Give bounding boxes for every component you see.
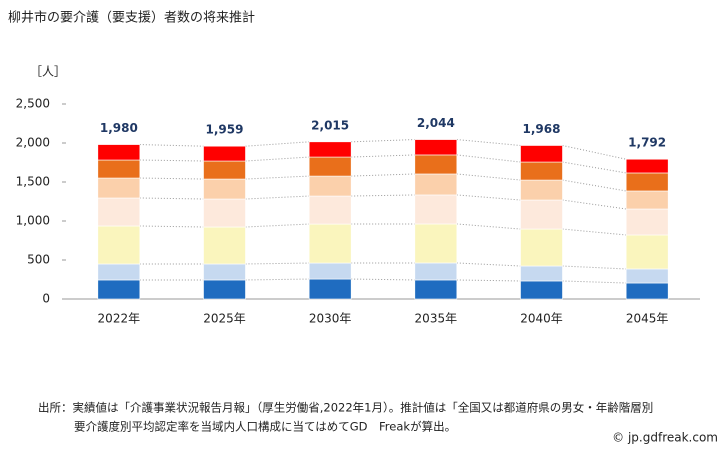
x-tick-label: 2045年: [626, 312, 669, 326]
x-tick-label: 2022年: [98, 312, 141, 326]
bar-segment: [308, 195, 352, 225]
y-tick-label: 0: [42, 292, 50, 306]
bar-segment: [308, 278, 352, 300]
total-label: 1,792: [628, 136, 666, 150]
connector: [456, 223, 521, 230]
connector: [245, 223, 310, 228]
bar-segment: [414, 194, 458, 225]
bar-segment: [308, 175, 352, 197]
bar-segment: [414, 154, 458, 175]
connector: [351, 173, 415, 177]
connector: [456, 154, 521, 163]
y-tick-label: 2,500: [16, 97, 50, 111]
connector: [351, 139, 415, 143]
x-tick-label: 2025年: [203, 312, 246, 326]
x-tick-label: 2040年: [520, 312, 563, 326]
connector: [456, 173, 521, 181]
bar-segment: [520, 179, 563, 201]
connector: [139, 159, 204, 162]
bar-segment: [97, 144, 141, 161]
connector: [351, 194, 415, 197]
connector: [562, 161, 627, 174]
bar-segment: [520, 199, 563, 230]
watermark: © jp.gdfreak.com: [612, 431, 718, 445]
connector: [139, 177, 204, 180]
total-label: 1,968: [523, 122, 561, 136]
bar-segment: [308, 141, 352, 158]
source-line: 出所：実績値は「介護事業状況報告月報」（厚生労働省,2022年1月）。推計値は「…: [38, 401, 653, 415]
connector: [245, 175, 310, 180]
bar-segment: [203, 226, 246, 265]
connector: [456, 139, 521, 146]
bar-segment: [414, 223, 458, 264]
bar-segment: [625, 208, 669, 236]
connector: [562, 145, 627, 160]
chart-title: 柳井市の要介護（要支援）者数の将来推計: [8, 10, 255, 26]
bar-segment: [203, 160, 246, 180]
bar-segment: [97, 159, 141, 179]
connector: [245, 195, 310, 200]
bar-segment: [520, 161, 563, 181]
connector: [562, 265, 627, 270]
y-tick-label: 1,000: [16, 214, 50, 228]
bar-segment: [520, 265, 563, 282]
bar-segment: [520, 145, 563, 163]
bar-segment: [414, 173, 458, 196]
bar-segment: [414, 139, 458, 156]
bar-segment: [625, 158, 669, 174]
bar-segment: [203, 263, 246, 281]
connector: [245, 156, 310, 162]
y-axis-label: ［人］: [30, 65, 66, 79]
bar-segment: [203, 178, 246, 200]
connector: [562, 179, 627, 192]
bar-segment: [414, 262, 458, 281]
bar-segment: [203, 198, 246, 228]
bar-segment: [308, 223, 352, 264]
connector: [245, 141, 310, 147]
bar-segment: [625, 234, 669, 270]
bar-segment: [203, 279, 246, 300]
connector: [562, 280, 627, 284]
bar-segment: [308, 262, 352, 280]
bar-segment: [414, 279, 458, 300]
bar-segment: [203, 145, 246, 162]
bar-segment: [625, 268, 669, 284]
total-label: 1,959: [206, 123, 244, 137]
total-label: 2,044: [417, 116, 455, 130]
bar-segment: [520, 280, 563, 300]
y-tick-label: 1,500: [16, 175, 50, 189]
total-label: 2,015: [311, 118, 349, 132]
y-tick-label: 500: [27, 253, 50, 267]
connector: [456, 262, 521, 267]
total-label: 1,980: [100, 121, 138, 135]
connector: [351, 154, 415, 158]
connector: [456, 279, 521, 282]
bar-segment: [97, 177, 141, 199]
source-line: 要介護度別平均認定率を当域内人口構成に当てはめてGD Freakが算出。: [74, 420, 456, 434]
connector: [139, 144, 204, 147]
bar-segment: [625, 172, 669, 192]
connector: [245, 278, 310, 281]
bar-segment: [97, 279, 141, 300]
bar-segment: [308, 156, 352, 177]
x-tick-label: 2035年: [415, 312, 458, 326]
connector: [139, 225, 204, 228]
connector: [562, 228, 627, 236]
bar-segment: [520, 228, 563, 267]
connector: [456, 194, 521, 201]
bar-segment: [97, 197, 141, 227]
bar-segment: [625, 282, 669, 300]
connector: [351, 278, 415, 281]
bar-segment: [625, 190, 669, 210]
x-tick-label: 2030年: [309, 312, 352, 326]
connector: [245, 262, 310, 265]
connector: [139, 197, 204, 200]
bar-segment: [97, 263, 141, 281]
y-tick-label: 2,000: [16, 136, 50, 150]
connector: [562, 199, 627, 210]
bar-segment: [97, 225, 141, 265]
